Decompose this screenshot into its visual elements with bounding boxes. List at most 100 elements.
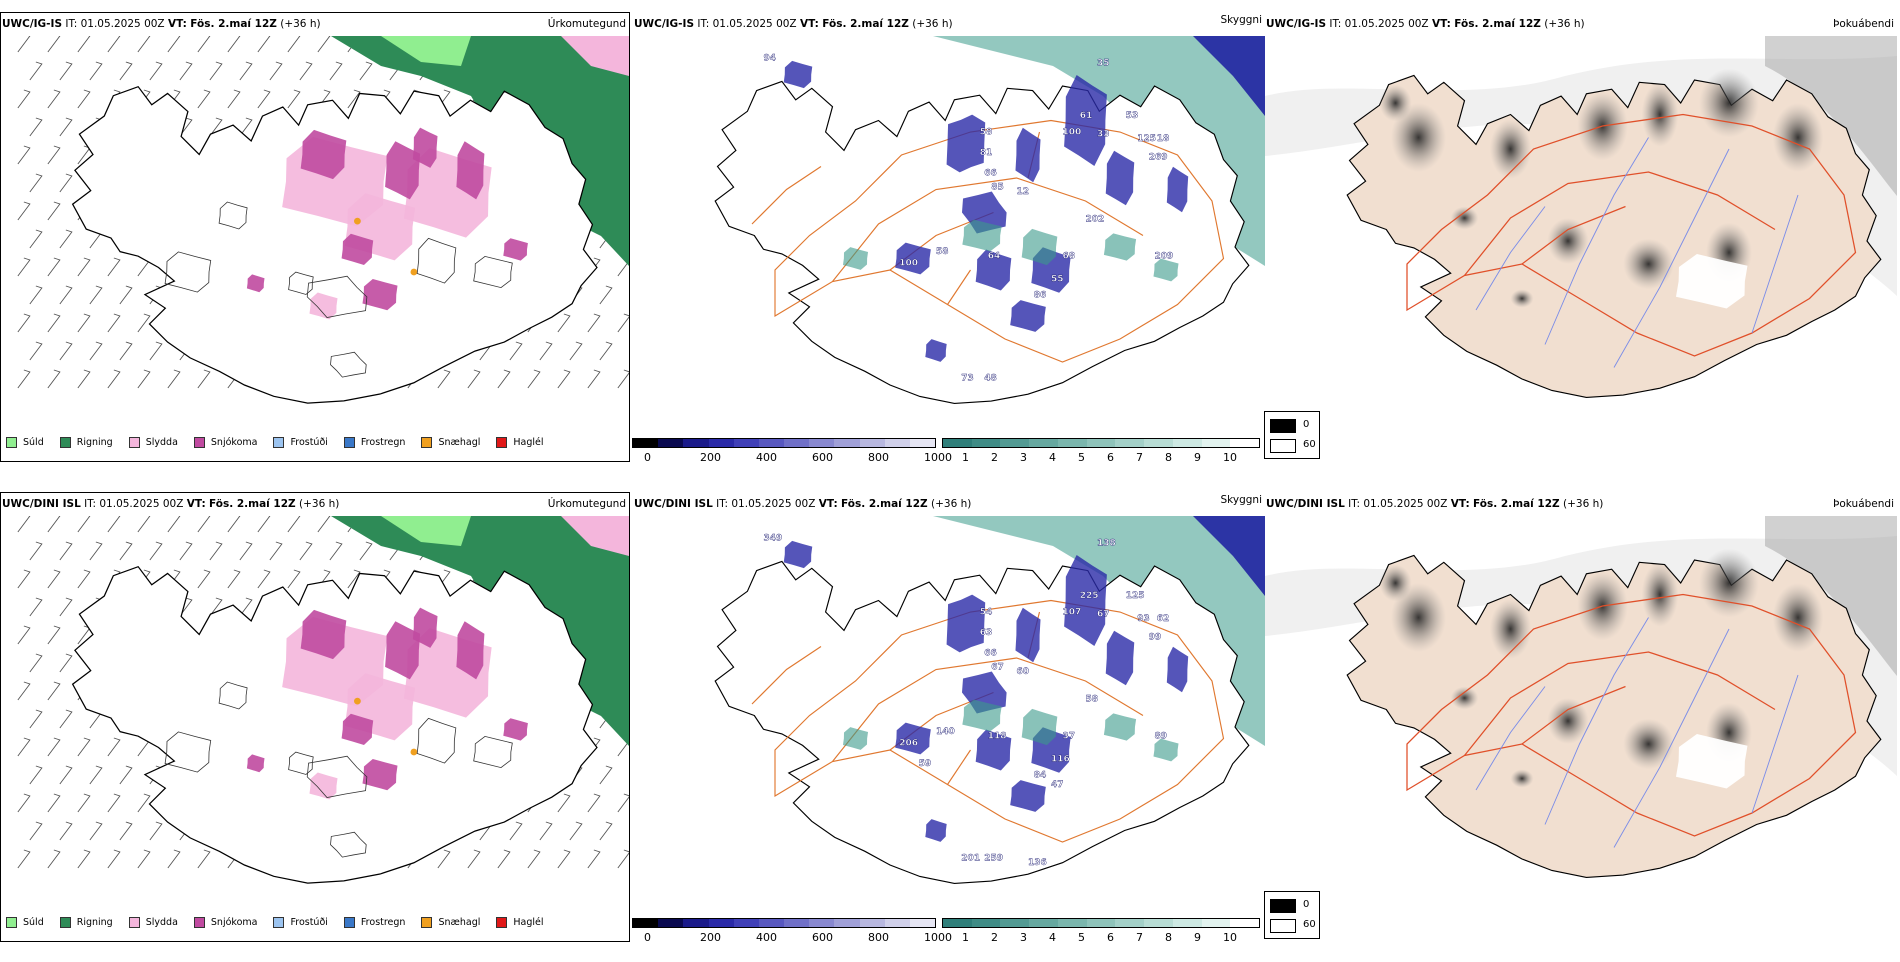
panel-header: UWC/IG-IS IT: 01.05.2025 00Z VT: Fös. 2.… <box>634 18 953 30</box>
legend-swatch <box>343 917 355 928</box>
glacier-white <box>1675 733 1748 789</box>
iceland-outline <box>1346 74 1882 398</box>
visibility-value: 61 <box>1080 111 1093 121</box>
it-label: IT: <box>65 18 78 30</box>
visibility-colorbar-scale <box>942 918 1260 928</box>
legend-item: Frostúði <box>273 917 328 928</box>
height-tick-label: 800 <box>868 931 889 944</box>
visibility-value: 48 <box>984 373 997 383</box>
legend-item: Rigning <box>59 917 113 928</box>
height-tick-label: 400 <box>756 451 777 464</box>
visibility-value: 136 <box>1028 858 1047 868</box>
height-tick-label: 1000 <box>924 931 952 944</box>
visibility-value: 64 <box>988 252 1001 262</box>
panel-header: UWC/DINI ISL IT: 01.05.2025 00Z VT: Fös.… <box>634 498 971 510</box>
visibility-tick-label: 8 <box>1165 451 1172 464</box>
it-label: IT: <box>697 18 710 30</box>
it-value: 01.05.2025 00Z <box>80 18 165 30</box>
vt-value: Fös. 2.maí 12Z <box>190 18 277 30</box>
vt-value: Fös. 2.maí 12Z <box>822 18 909 30</box>
legend-swatch <box>273 917 285 928</box>
visibility-colorbar-scale <box>942 438 1260 448</box>
visibility-value: 55 <box>1051 275 1064 285</box>
it-value: 01.05.2025 00Z <box>1363 498 1448 510</box>
vt-label: VT: <box>818 498 838 510</box>
height-tick-label: 0 <box>644 931 651 944</box>
road-network <box>1406 593 1857 837</box>
visibility-value: 116 <box>1051 755 1070 765</box>
visibility-value: 140 <box>936 727 955 737</box>
visibility-tick-label: 5 <box>1078 451 1085 464</box>
visibility-tick-label: 9 <box>1194 451 1201 464</box>
lead-time: (+36 h) <box>912 18 953 30</box>
vt-label: VT: <box>167 18 187 30</box>
model-name: UWC/DINI ISL <box>2 498 81 510</box>
visibility-panel: UWC/IG-IS IT: 01.05.2025 00Z VT: Fös. 2.… <box>632 12 1265 482</box>
height-tick-label: 200 <box>700 451 721 464</box>
legend-item: Haglél <box>496 437 544 448</box>
iceland-outline <box>1346 554 1882 878</box>
legend-swatch <box>193 917 205 928</box>
visibility-tick-label: 2 <box>991 451 998 464</box>
legend-item: Frostúði <box>273 437 328 448</box>
visibility-value: 67 <box>1097 610 1110 620</box>
legend-swatch <box>193 437 205 448</box>
precip-legend: Súld Rigning Slydda Snjókoma Frostúði Frostre… <box>6 917 560 928</box>
height-colorbar-scale <box>632 438 936 448</box>
visibility-value: 225 <box>1080 591 1099 601</box>
fog-map <box>1265 516 1897 878</box>
precip-legend: Súld Rigning Slydda Snjókoma Frostúði Frostre… <box>6 437 560 448</box>
visibility-tick-label: 5 <box>1078 931 1085 944</box>
visibility-value: 125 <box>1126 591 1145 601</box>
visibility-value: 53 <box>1126 111 1139 121</box>
visibility-value: 118 <box>988 732 1007 742</box>
visibility-value: 259 <box>984 853 1003 863</box>
legend-item: Snæhagl <box>421 917 480 928</box>
visibility-tick-label: 1 <box>962 931 969 944</box>
road-network <box>751 119 1225 363</box>
legend-item: Snæhagl <box>421 437 480 448</box>
it-value: 01.05.2025 00Z <box>1344 18 1429 30</box>
precip-map <box>17 36 629 404</box>
glacier-white <box>1675 253 1748 309</box>
visibility-value: 58 <box>980 127 993 137</box>
panel-title: Úrkomutegund <box>547 18 626 30</box>
height-tick-label: 600 <box>812 931 833 944</box>
visibility-value: 35 <box>1097 58 1110 68</box>
legend-swatch <box>421 437 433 448</box>
visibility-tick-label: 10 <box>1223 451 1237 464</box>
legend-swatch <box>496 917 508 928</box>
panel-header: UWC/DINI ISL IT: 01.05.2025 00Z VT: Fös.… <box>1266 498 1603 510</box>
legend-item: Súld <box>6 917 44 928</box>
visibility-value: 60 <box>1017 667 1030 677</box>
visibility-value: 66 <box>984 649 997 659</box>
visibility-value: 209 <box>1155 252 1174 262</box>
visibility-tick-label: 7 <box>1136 931 1143 944</box>
model-name: UWC/IG-IS <box>2 18 63 30</box>
visibility-tick-label: 7 <box>1136 451 1143 464</box>
legend-swatch <box>273 437 285 448</box>
fog-legend-label: 60 <box>1303 439 1316 450</box>
visibility-panel: UWC/DINI ISL IT: 01.05.2025 00Z VT: Fös.… <box>632 492 1265 962</box>
panel-title: Skyggni <box>1220 494 1263 506</box>
visibility-value: 33 <box>1097 130 1110 140</box>
vt-label: VT: <box>1450 498 1470 510</box>
visibility-value: 58 <box>1086 695 1099 705</box>
legend-swatch <box>59 917 71 928</box>
height-tick-label: 600 <box>812 451 833 464</box>
height-tick-label: 200 <box>700 931 721 944</box>
model-name: UWC/IG-IS <box>1266 18 1327 30</box>
it-label: IT: <box>1348 498 1361 510</box>
it-value: 01.05.2025 00Z <box>731 498 816 510</box>
fog-legend-swatch <box>1270 439 1296 453</box>
height-tick-label: 1000 <box>924 451 952 464</box>
fog-legend-swatch <box>1270 919 1296 933</box>
visibility-tick-label: 10 <box>1223 931 1237 944</box>
visibility-tick-label: 2 <box>991 931 998 944</box>
row-igis: UWC/IG-IS IT: 01.05.2025 00Z VT: Fös. 2.… <box>0 12 1900 482</box>
it-value: 01.05.2025 00Z <box>712 18 797 30</box>
visibility-value: 37 <box>1063 732 1076 742</box>
model-name: UWC/IG-IS <box>634 18 695 30</box>
vt-value: Fös. 2.maí 12Z <box>209 498 296 510</box>
vt-value: Fös. 2.maí 12Z <box>1454 18 1541 30</box>
